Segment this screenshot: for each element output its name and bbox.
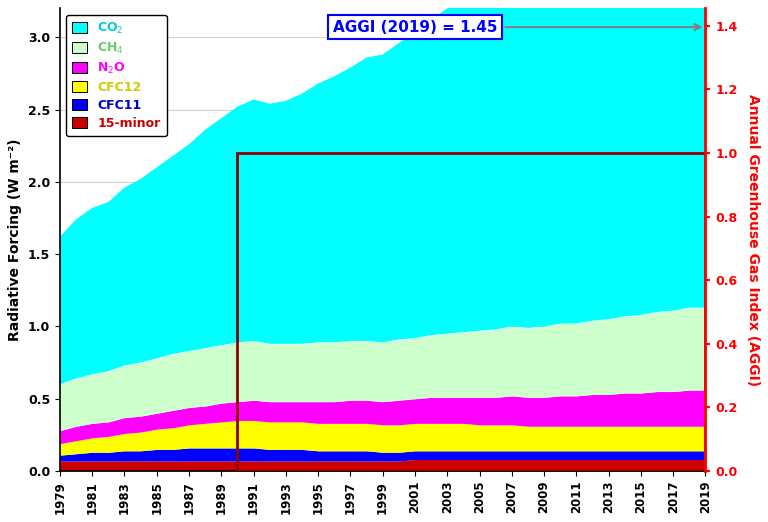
Y-axis label: Annual Greenhouse Gas Index (AGGI): Annual Greenhouse Gas Index (AGGI) — [746, 93, 760, 386]
Legend: CO$_2$, CH$_4$, N$_2$O, CFC12, CFC11, 15-minor: CO$_2$, CH$_4$, N$_2$O, CFC12, CFC11, 15… — [66, 15, 167, 136]
Text: AGGI (2019) = 1.45: AGGI (2019) = 1.45 — [333, 20, 700, 34]
Bar — [237, 153, 706, 471]
Y-axis label: Radiative Forcing (W m⁻²): Radiative Forcing (W m⁻²) — [8, 138, 22, 341]
